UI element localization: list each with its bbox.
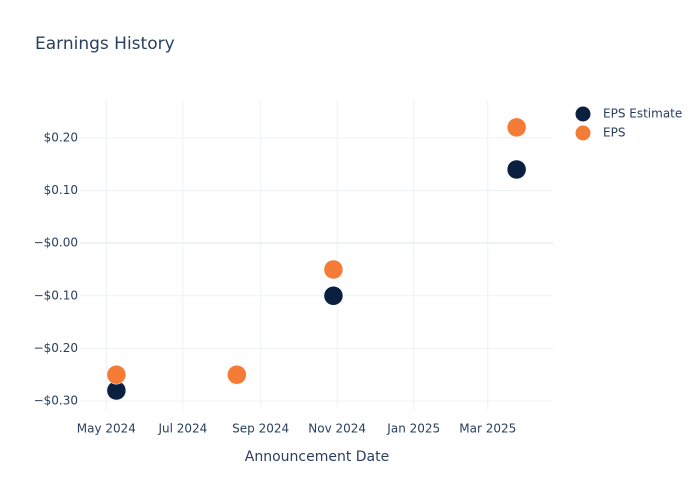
chart-title: Earnings History <box>35 34 175 54</box>
x-tick-label: May 2024 <box>77 422 136 436</box>
x-tick-label: Jan 2025 <box>386 422 440 436</box>
y-tick-label: −$0.10 <box>34 288 78 302</box>
x-tick-label: Mar 2025 <box>459 422 516 436</box>
point <box>323 259 344 280</box>
x-tick-label: Jul 2024 <box>157 422 207 436</box>
point <box>323 286 344 306</box>
legend-label: EPS <box>603 126 625 140</box>
point <box>106 364 127 385</box>
x-axis-label: Announcement Date <box>245 449 389 465</box>
y-tick-label: $0.10 <box>44 183 78 197</box>
legend-marker <box>575 106 591 122</box>
y-tick-label: −$0.30 <box>34 394 78 408</box>
point <box>506 117 527 138</box>
x-tick-label: Nov 2024 <box>308 422 366 436</box>
y-tick-label: $0.20 <box>44 130 78 144</box>
y-tick-label: −$0.20 <box>34 341 78 355</box>
point <box>227 364 247 385</box>
x-tick-label: Sep 2024 <box>232 422 289 436</box>
legend-label: EPS Estimate <box>603 107 682 121</box>
point <box>506 159 527 180</box>
y-tick-label: −$0.00 <box>34 236 78 250</box>
legend-marker <box>575 125 591 141</box>
